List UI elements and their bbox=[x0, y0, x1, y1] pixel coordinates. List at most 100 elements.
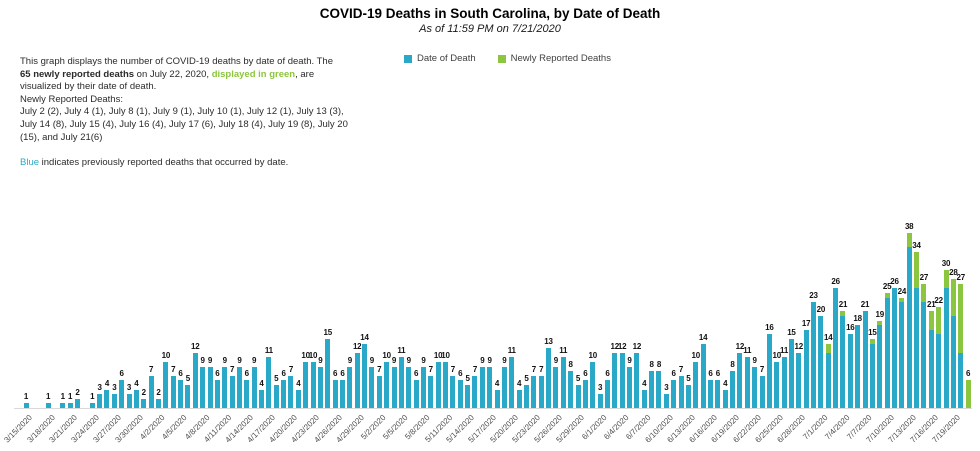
bar-value-label: 9 bbox=[752, 355, 757, 365]
bar-value-label: 6 bbox=[458, 369, 463, 379]
bar-value-label: 14 bbox=[698, 332, 708, 342]
bar-segment-previously-reported bbox=[737, 352, 743, 408]
description-text: This graph displays the number of COVID-… bbox=[20, 56, 348, 169]
bar-segment-previously-reported bbox=[546, 348, 552, 408]
bar bbox=[465, 385, 471, 408]
bar-segment-newly-reported bbox=[825, 343, 831, 353]
bar bbox=[840, 311, 846, 408]
bar-value-label: 4 bbox=[134, 378, 139, 388]
bar-segment-previously-reported bbox=[347, 366, 353, 408]
description-line: 65 newly reported deaths on July 22, 202… bbox=[20, 69, 348, 82]
bar-segment-newly-reported bbox=[965, 380, 971, 408]
bar-value-label: 25 bbox=[882, 282, 892, 291]
bar-segment-previously-reported bbox=[538, 375, 544, 408]
bar-value-label: 11 bbox=[397, 346, 406, 356]
bar-value-label: 30 bbox=[941, 259, 951, 268]
bar-segment-newly-reported bbox=[884, 293, 890, 298]
bar-segment-previously-reported bbox=[325, 339, 331, 408]
bar bbox=[707, 380, 713, 408]
bar-value-label: 4 bbox=[296, 378, 301, 388]
bar-value-label: 5 bbox=[185, 374, 191, 383]
bar-segment-previously-reported bbox=[67, 403, 73, 408]
bar-value-label: 6 bbox=[965, 369, 971, 379]
bar-value-label: 28 bbox=[949, 268, 958, 278]
bar-value-label: 9 bbox=[347, 355, 352, 365]
bar bbox=[891, 288, 897, 408]
bar-segment-previously-reported bbox=[339, 380, 345, 408]
bar-value-label: 10 bbox=[433, 351, 443, 360]
bar-value-label: 3 bbox=[126, 383, 132, 393]
bar-segment-previously-reported bbox=[111, 394, 117, 408]
bar-segment-previously-reported bbox=[244, 380, 250, 408]
bar-segment-previously-reported bbox=[619, 352, 625, 408]
bar-segment-previously-reported bbox=[715, 380, 721, 408]
bar-segment-previously-reported bbox=[163, 362, 169, 408]
bar-segment-previously-reported bbox=[450, 375, 456, 408]
bar-value-label: 6 bbox=[178, 369, 183, 379]
bar-segment-newly-reported bbox=[877, 320, 883, 326]
bar-value-label: 3 bbox=[97, 383, 102, 393]
bar-segment-previously-reported bbox=[877, 325, 883, 408]
bar bbox=[501, 366, 507, 408]
bar bbox=[288, 375, 294, 408]
bar bbox=[266, 357, 272, 408]
bar-segment-previously-reported bbox=[560, 357, 566, 408]
bar-segment-previously-reported bbox=[575, 385, 581, 408]
bar-value-label: 9 bbox=[480, 355, 485, 365]
bar bbox=[847, 334, 853, 408]
bar bbox=[737, 352, 743, 408]
bar-segment-previously-reported bbox=[428, 375, 434, 408]
bar bbox=[877, 320, 883, 408]
bar bbox=[420, 366, 426, 408]
bar bbox=[722, 389, 728, 408]
description-line: Blue indicates previously reported death… bbox=[20, 157, 348, 170]
bar bbox=[472, 375, 478, 408]
bar-value-label: 1 bbox=[23, 392, 29, 402]
bar-segment-previously-reported bbox=[75, 398, 81, 408]
bar bbox=[133, 389, 139, 408]
bar-segment-previously-reported bbox=[928, 329, 934, 408]
bar-segment-previously-reported bbox=[479, 366, 485, 408]
bar-value-label: 18 bbox=[853, 314, 862, 324]
bar bbox=[487, 366, 493, 408]
bar bbox=[413, 380, 419, 408]
bar-value-label: 21 bbox=[860, 300, 870, 310]
bar-segment-previously-reported bbox=[295, 389, 301, 408]
bar-segment-previously-reported bbox=[435, 362, 441, 408]
bar bbox=[833, 288, 839, 408]
bar-segment-previously-reported bbox=[200, 366, 206, 408]
bar-value-label: 9 bbox=[553, 355, 559, 365]
bar bbox=[273, 385, 279, 408]
bar-segment-previously-reported bbox=[818, 316, 824, 408]
bar-segment-previously-reported bbox=[523, 385, 529, 408]
bar bbox=[325, 339, 331, 408]
bar bbox=[546, 348, 552, 408]
legend-swatch-icon bbox=[497, 54, 506, 63]
bar-value-label: 22 bbox=[934, 295, 943, 305]
bar-segment-previously-reported bbox=[45, 403, 51, 408]
bar-segment-previously-reported bbox=[97, 394, 103, 408]
bar-value-label: 8 bbox=[649, 360, 654, 370]
bar bbox=[207, 366, 213, 408]
description-segment: Blue bbox=[20, 156, 40, 168]
bar-segment-previously-reported bbox=[60, 403, 66, 408]
bar-segment-previously-reported bbox=[936, 334, 942, 408]
bar bbox=[958, 283, 964, 408]
bar-value-label: 26 bbox=[831, 277, 840, 287]
bar-segment-previously-reported bbox=[126, 394, 132, 408]
bar-value-label: 1 bbox=[68, 392, 73, 402]
bar-value-label: 6 bbox=[215, 369, 220, 379]
bar bbox=[663, 394, 669, 408]
bar bbox=[678, 375, 684, 408]
bar-value-label: 3 bbox=[597, 383, 603, 393]
bar-value-label: 9 bbox=[318, 355, 323, 365]
bar-segment-previously-reported bbox=[781, 357, 787, 408]
bar-value-label: 6 bbox=[244, 369, 249, 379]
bar-segment-previously-reported bbox=[553, 366, 559, 408]
bar-segment-previously-reported bbox=[185, 385, 191, 408]
bar bbox=[700, 343, 706, 408]
bar-value-label: 12 bbox=[610, 341, 620, 351]
bar-segment-previously-reported bbox=[597, 394, 603, 408]
bar-segment-previously-reported bbox=[950, 315, 956, 408]
bar-segment-previously-reported bbox=[862, 311, 868, 408]
